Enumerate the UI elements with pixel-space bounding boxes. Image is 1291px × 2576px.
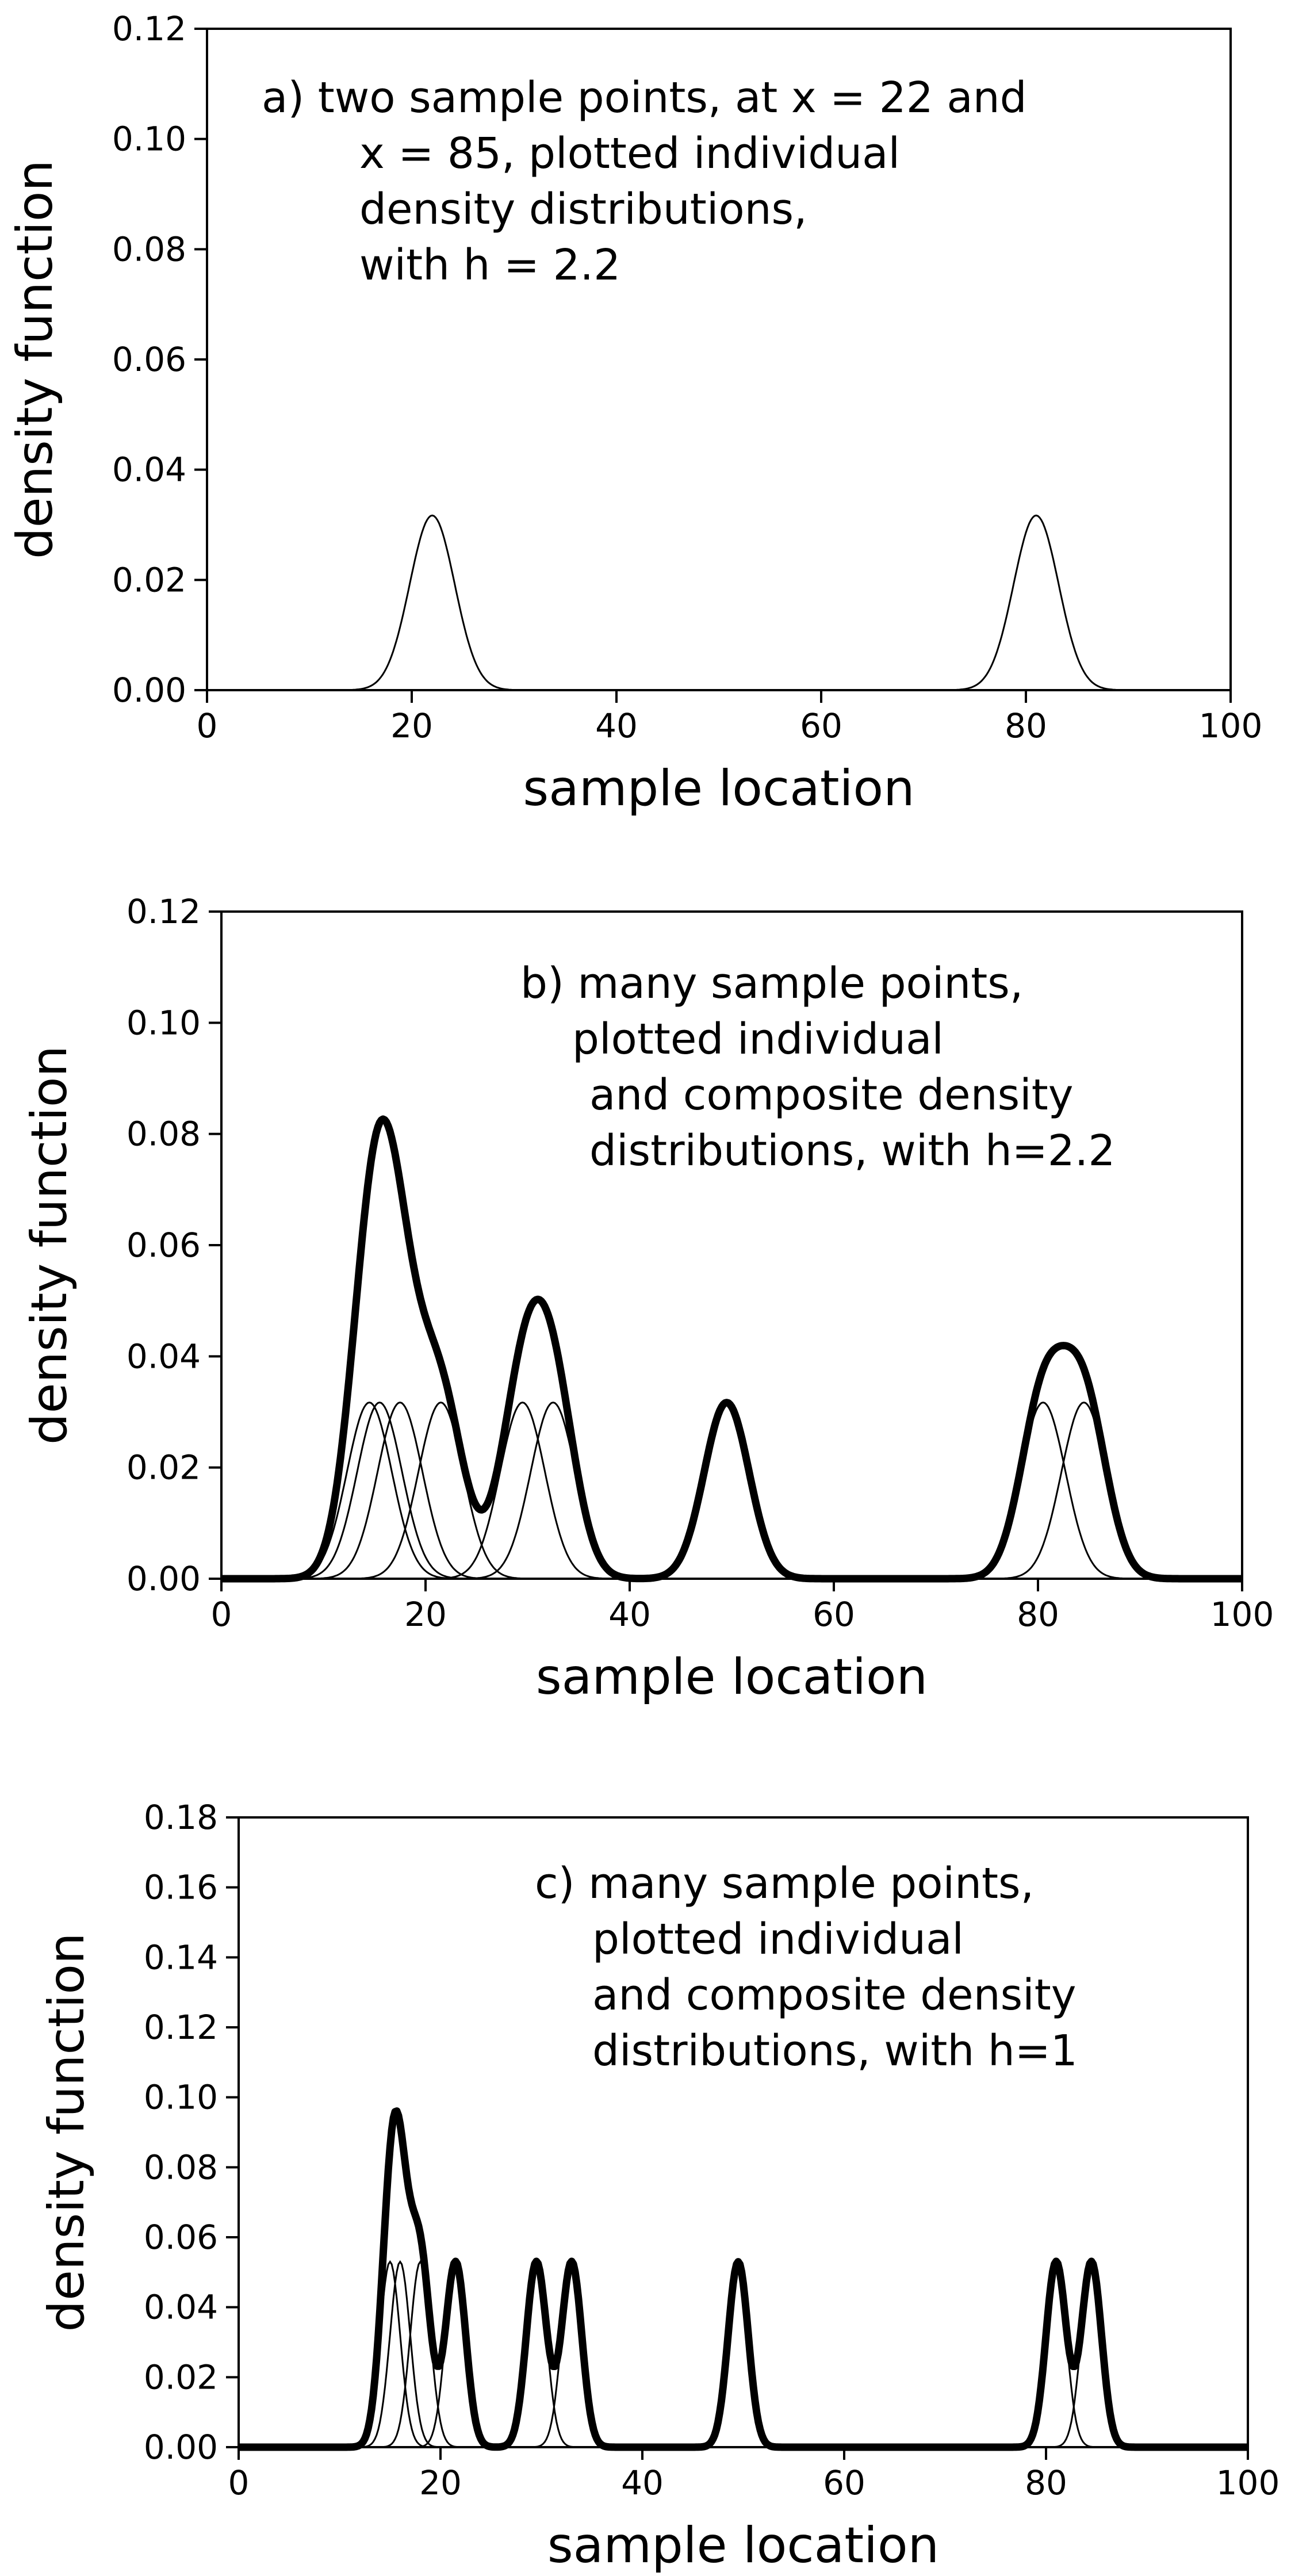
x-tick-label: 0: [211, 1595, 232, 1634]
annotation-line: and composite density: [592, 1970, 1077, 2020]
individual-density-curve: [221, 1402, 1242, 1580]
individual-density-curve: [221, 1402, 1242, 1580]
y-tick-label: 0.02: [144, 2357, 218, 2397]
x-tick-label: 0: [197, 706, 218, 745]
individual-density-curve: [221, 1402, 1242, 1580]
y-tick-label: 0.12: [144, 2008, 218, 2047]
y-tick-label: 0.10: [112, 120, 186, 159]
x-tick-label: 0: [228, 2463, 250, 2502]
y-tick-label: 0.06: [144, 2218, 218, 2257]
chart-panel-a: 0 20 40 60 80 100 0.00 0.02 0.04 0.06 0.08 0.10 0.12…: [6, 9, 1262, 817]
x-axis-title: sample location: [547, 2517, 939, 2574]
x-tick-label: 80: [1017, 1595, 1059, 1634]
annotation-line: x = 85, plotted individual: [359, 129, 900, 178]
y-tick-label: 0.12: [112, 9, 186, 48]
x-tick-label: 40: [608, 1595, 651, 1634]
x-tick-label: 20: [390, 706, 433, 745]
y-tick-label: 0.00: [144, 2428, 218, 2467]
y-tick-label: 0.08: [127, 1115, 201, 1154]
x-tick-label: 40: [621, 2463, 664, 2502]
composite-density-curve: [219, 1115, 1244, 1583]
individual-density-curve: [207, 514, 1231, 691]
x-tick-label: 60: [800, 706, 842, 745]
x-tick-label: 100: [1199, 706, 1263, 745]
y-tick-label: 0.00: [127, 1559, 201, 1598]
annotation-line: c) many sample points,: [535, 1859, 1034, 1908]
individual-density-curve: [221, 1402, 1242, 1580]
y-tick-label: 0.16: [144, 1868, 218, 1907]
y-tick-label: 0.06: [127, 1226, 201, 1265]
x-axis-title: sample location: [523, 760, 914, 817]
chart-panel-b: 0 20 40 60 80 100 0.00 0.02 0.04 0.06 0.08 0.10 0.12…: [21, 892, 1274, 1706]
individual-density-curve: [221, 1402, 1242, 1580]
y-tick-label: 0.10: [127, 1003, 201, 1042]
individual-density-curve: [207, 514, 1231, 691]
chart-panel-c: 0 20 40 60 80 100 0.00 0.02 0.04 0.06 0.08 0.10 0.12…: [38, 1798, 1279, 2574]
x-tick-label: 60: [823, 2463, 865, 2502]
annotation-line: with h = 2.2: [359, 240, 620, 290]
y-tick-label: 0.14: [144, 1938, 218, 1977]
y-tick-label: 0.18: [144, 1798, 218, 1837]
y-tick-label: 0.08: [144, 2148, 218, 2187]
annotation-line: b) many sample points,: [520, 959, 1023, 1008]
annotation-line: density distributions,: [359, 185, 807, 234]
x-tick-label: 100: [1210, 1595, 1274, 1634]
annotation-line: and composite density: [589, 1070, 1074, 1120]
annotation-line: distributions, with h=2.2: [589, 1126, 1115, 1176]
y-tick-label: 0.04: [112, 450, 186, 489]
x-tick-label: 80: [1005, 706, 1047, 745]
annotation-line: a) two sample points, at x = 22 and: [262, 73, 1027, 123]
y-tick-label: 0.10: [144, 2078, 218, 2117]
x-tick-label: 40: [595, 706, 638, 745]
composite-density-curve: [236, 2107, 1250, 2451]
y-tick-label: 0.06: [112, 340, 186, 379]
x-tick-label: 60: [813, 1595, 855, 1634]
y-tick-label: 0.04: [144, 2288, 218, 2327]
individual-density-curve: [221, 1402, 1242, 1580]
y-tick-label: 0.00: [112, 671, 186, 710]
x-tick-label: 20: [419, 2463, 462, 2502]
y-tick-label: 0.08: [112, 229, 186, 269]
individual-density-curve: [221, 1402, 1242, 1580]
plot-frame: [206, 28, 1232, 691]
x-tick-label: 100: [1216, 2463, 1280, 2502]
x-tick-label: 80: [1025, 2463, 1067, 2502]
plot-frame: [220, 910, 1243, 1580]
y-tick-label: 0.12: [127, 892, 201, 931]
y-axis-title: density function: [21, 1046, 78, 1445]
y-tick-label: 0.02: [112, 560, 186, 599]
annotation-line: plotted individual: [592, 1915, 964, 1964]
y-axis-title: density function: [38, 1933, 95, 2332]
x-tick-label: 20: [404, 1595, 447, 1634]
individual-density-curve: [221, 1402, 1242, 1580]
y-tick-label: 0.04: [127, 1337, 201, 1376]
annotation-line: distributions, with h=1: [592, 2026, 1078, 2076]
y-tick-label: 0.02: [127, 1448, 201, 1487]
annotation-line: plotted individual: [572, 1015, 944, 1064]
y-axis-title: density function: [6, 160, 64, 559]
individual-density-curve: [221, 1402, 1242, 1580]
x-axis-title: sample location: [536, 1648, 928, 1706]
